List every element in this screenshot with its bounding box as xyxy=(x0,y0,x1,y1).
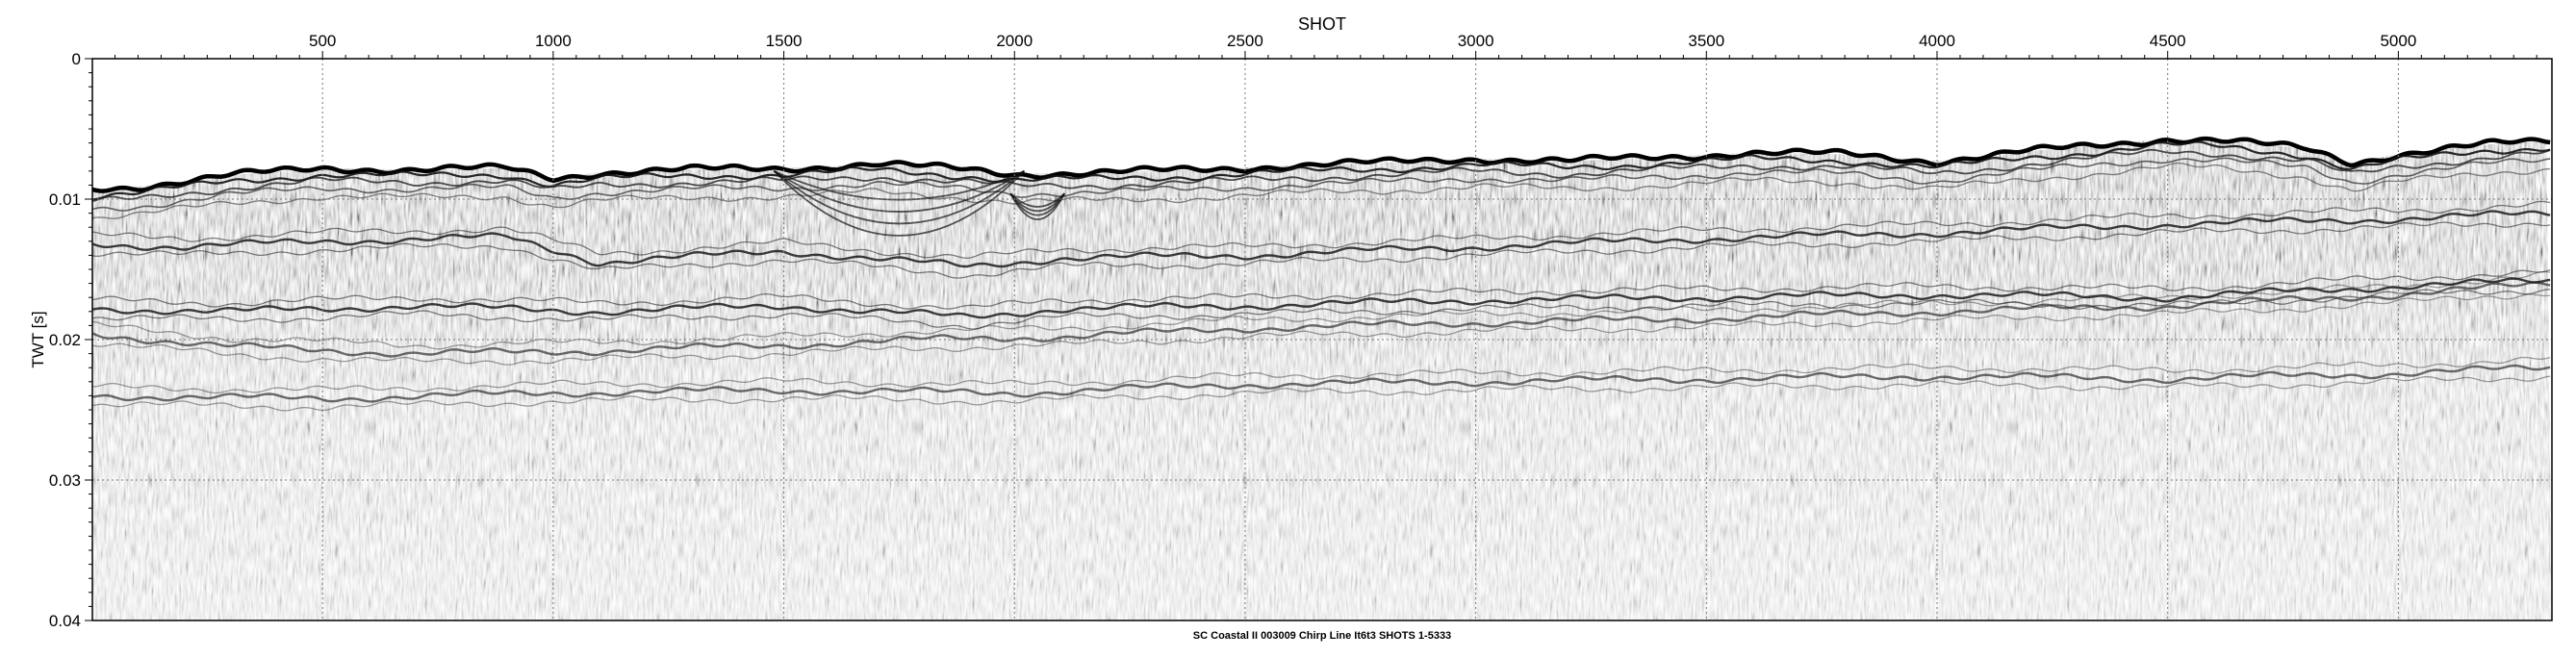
subsurface-reflector xyxy=(92,268,2551,310)
seafloor-reflector xyxy=(92,136,2551,193)
subsurface-reflector xyxy=(92,375,2551,412)
reflector-layer xyxy=(92,136,2551,412)
x-tick-label: 3500 xyxy=(1688,32,1724,50)
y-tick-label: 0.01 xyxy=(49,190,81,209)
subsurface-reflector xyxy=(92,200,2551,260)
channel-feature xyxy=(1009,192,1066,220)
grid-lines xyxy=(92,59,2552,620)
x-tick-label: 5000 xyxy=(2380,32,2416,50)
y-tick-label: 0 xyxy=(72,50,81,68)
channel-feature xyxy=(773,170,1025,213)
channel-feature xyxy=(1009,192,1065,208)
figure-caption: SC Coastal II 003009 Chirp Line It6t3 SH… xyxy=(1193,630,1451,642)
subsurface-reflector xyxy=(92,281,2551,358)
subsurface-reflector xyxy=(92,210,2551,268)
channel-feature xyxy=(773,170,1025,225)
x-axis-title: SHOT xyxy=(1298,14,1346,34)
subsurface-reflector xyxy=(92,289,2551,330)
subsurface-reflector xyxy=(92,277,2551,319)
x-tick-label: 1000 xyxy=(535,32,572,50)
channel-feature xyxy=(774,169,1025,201)
y-tick-label: 0.04 xyxy=(49,612,81,630)
subsurface-reflector xyxy=(92,293,2551,366)
x-tick-label: 2000 xyxy=(996,32,1033,50)
subsurface-reflector xyxy=(92,356,2551,394)
x-tick-label: 3000 xyxy=(1458,32,1494,50)
seafloor-reflector xyxy=(92,148,2551,203)
channel-feature xyxy=(1009,192,1065,216)
x-tick-label: 4000 xyxy=(1919,32,1955,50)
x-tick-label: 4500 xyxy=(2150,32,2186,50)
axis-ticks: 500 1000 1500 2000 2500 3000 3500 4000 4500 5000 0… xyxy=(49,32,2538,630)
y-axis-title: TWT [s] xyxy=(29,311,47,367)
x-tick-label: 1500 xyxy=(766,32,803,50)
x-tick-label: 2500 xyxy=(1227,32,1263,50)
subsurface-reflector xyxy=(92,270,2551,350)
subsurface-reflector xyxy=(92,364,2551,403)
channel-feature xyxy=(773,170,1026,237)
seafloor-reflector xyxy=(92,140,2551,201)
y-tick-label: 0.02 xyxy=(49,331,81,349)
y-tick-label: 0.03 xyxy=(49,471,81,490)
seafloor-reflector xyxy=(92,157,2551,212)
x-tick-label: 500 xyxy=(309,32,336,50)
seafloor-reflector xyxy=(92,162,2551,219)
subsurface-reflector xyxy=(92,221,2551,279)
